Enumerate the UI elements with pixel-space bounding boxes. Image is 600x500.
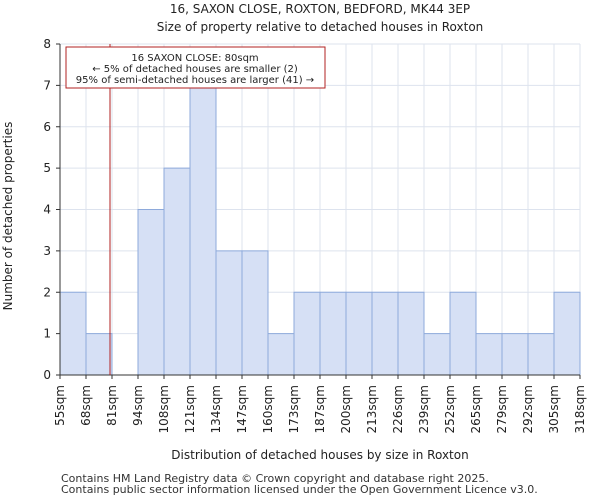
bar-160sqm xyxy=(267,333,295,376)
y-tick-label-0: 0 xyxy=(43,368,51,382)
bar-226sqm xyxy=(397,291,425,376)
annotation-line-2: ← 5% of detached houses are smaller (2) xyxy=(92,64,298,75)
bar-68sqm xyxy=(85,333,113,376)
bar-200sqm xyxy=(345,291,373,376)
bar-94sqm xyxy=(137,209,165,376)
x-tick-label-55sqm: 55sqm xyxy=(53,385,67,426)
x-tick-label-279sqm: 279sqm xyxy=(495,385,509,433)
x-tick-label-252sqm: 252sqm xyxy=(443,385,457,433)
y-tick-label-7: 7 xyxy=(43,78,51,92)
annotation-line-3: 95% of semi-detached houses are larger (… xyxy=(76,75,314,86)
x-tick-label-265sqm: 265sqm xyxy=(469,385,483,433)
axes: 0 1 2 3 4 5 6 7 8 55sqm 68sqm 81sqm 94sqm 108sqm 121sq… xyxy=(43,37,587,433)
x-tick-label-226sqm: 226sqm xyxy=(391,385,405,433)
footer-line-1: Contains HM Land Registry data © Crown c… xyxy=(61,472,489,485)
x-tick-label-200sqm: 200sqm xyxy=(339,385,353,433)
footer: Contains HM Land Registry data © Crown c… xyxy=(61,473,538,495)
x-tick-label-160sqm: 160sqm xyxy=(261,385,275,433)
bar-147sqm xyxy=(241,250,269,376)
annotation-frame xyxy=(65,46,326,89)
bar-239sqm xyxy=(423,333,451,376)
bar-187sqm xyxy=(319,291,347,376)
bar-55sqm xyxy=(59,291,87,376)
y-axis-label: Number of detached properties xyxy=(1,122,15,311)
x-tick-label-94sqm: 94sqm xyxy=(131,385,145,426)
x-tick-label-187sqm: 187sqm xyxy=(313,385,327,433)
bar-279sqm xyxy=(501,333,529,376)
footer-line-2: Contains public sector information licen… xyxy=(61,483,538,496)
bar-265sqm xyxy=(475,333,503,376)
annotation-line-1: 16 SAXON CLOSE: 80sqm xyxy=(131,53,258,64)
x-tick-label-147sqm: 147sqm xyxy=(235,385,249,433)
x-tick-label-213sqm: 213sqm xyxy=(365,385,379,433)
annotation-box: 16 SAXON CLOSE: 80sqm ← 5% of detached h… xyxy=(65,46,326,89)
x-tick-label-68sqm: 68sqm xyxy=(79,385,93,426)
x-tick-label-173sqm: 173sqm xyxy=(287,385,301,433)
x-tick-label-305sqm: 305sqm xyxy=(547,385,561,433)
bar-252sqm xyxy=(449,291,477,376)
x-axis-label: Distribution of detached houses by size … xyxy=(171,448,468,462)
bar-121sqm xyxy=(189,84,217,376)
y-tick-label-6: 6 xyxy=(43,120,51,134)
y-tick-label-2: 2 xyxy=(43,285,51,299)
y-tick-label-5: 5 xyxy=(43,161,51,175)
x-tick-label-134sqm: 134sqm xyxy=(209,385,223,433)
x-tick-label-239sqm: 239sqm xyxy=(417,385,431,433)
x-tick-label-318sqm: 318sqm xyxy=(573,385,587,433)
chart-subtitle: Size of property relative to detached ho… xyxy=(157,20,484,34)
y-tick-label-4: 4 xyxy=(43,203,51,217)
y-tick-label-8: 8 xyxy=(43,37,51,51)
x-tick-label-121sqm: 121sqm xyxy=(183,385,197,433)
x-tick-label-108sqm: 108sqm xyxy=(157,385,171,433)
bar-134sqm xyxy=(215,250,243,376)
chart-title: 16, SAXON CLOSE, ROXTON, BEDFORD, MK44 3… xyxy=(170,2,470,16)
histogram-chart: 16, SAXON CLOSE, ROXTON, BEDFORD, MK44 3… xyxy=(1,2,587,462)
y-tick-label-1: 1 xyxy=(43,327,51,341)
bar-292sqm xyxy=(527,333,555,376)
y-tick-label-3: 3 xyxy=(43,244,51,258)
bar-305sqm xyxy=(553,291,581,376)
x-tick-label-81sqm: 81sqm xyxy=(105,385,119,426)
x-tick-label-292sqm: 292sqm xyxy=(521,385,535,433)
bars xyxy=(59,84,581,376)
bar-173sqm xyxy=(293,291,321,376)
bar-108sqm xyxy=(163,167,191,376)
bar-213sqm xyxy=(371,291,399,376)
